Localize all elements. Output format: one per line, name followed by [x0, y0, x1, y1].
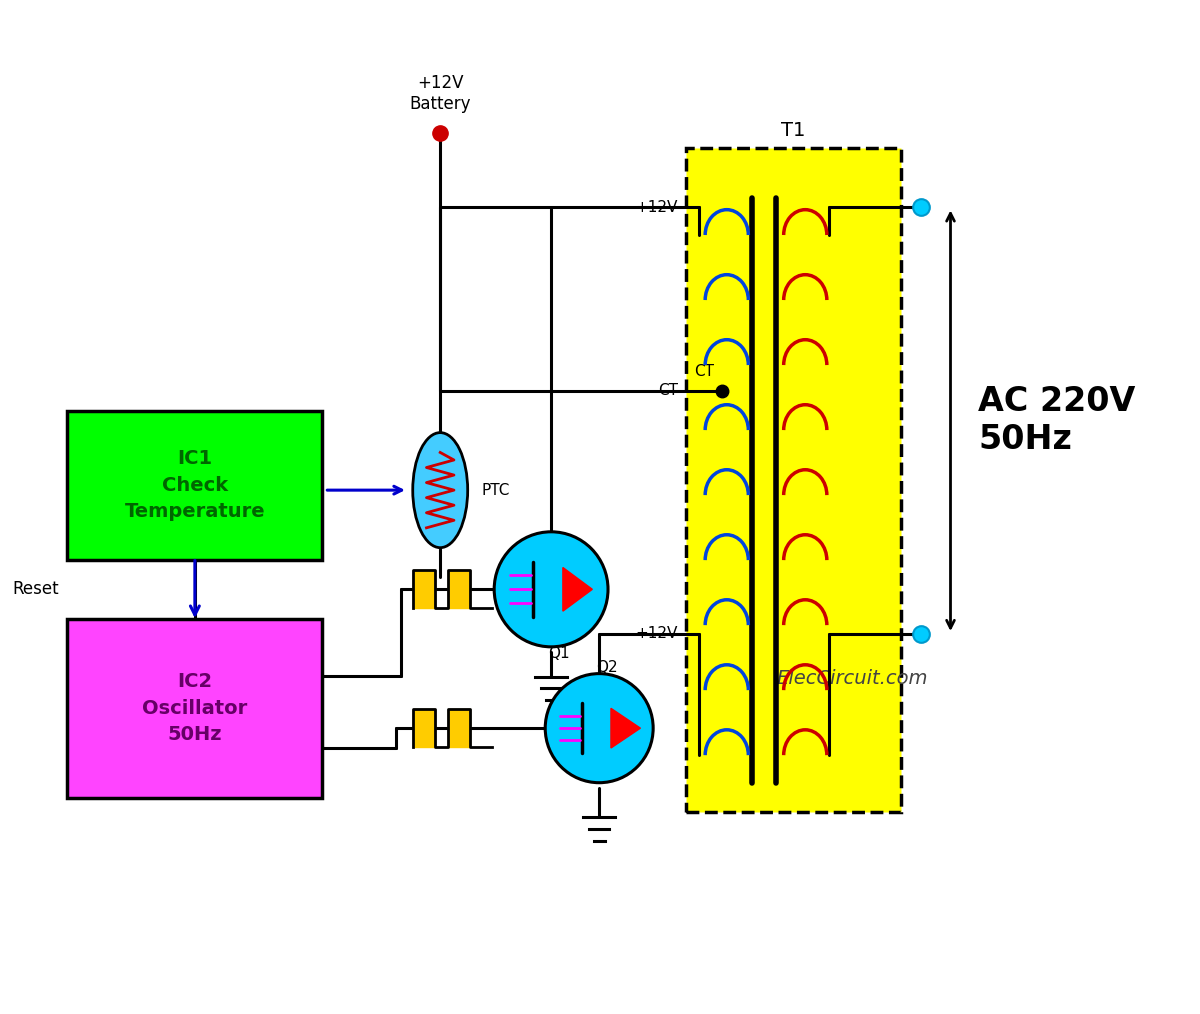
Text: AC 220V
50Hz: AC 220V 50Hz [978, 385, 1135, 456]
Text: IC1
Check
Temperature: IC1 Check Temperature [125, 449, 265, 521]
Polygon shape [611, 709, 641, 748]
Text: Reset: Reset [13, 580, 60, 598]
Text: +12V: +12V [635, 627, 678, 642]
Polygon shape [563, 568, 593, 611]
Text: ElecCircuit.com: ElecCircuit.com [776, 669, 928, 689]
Text: PTC: PTC [481, 483, 510, 498]
Text: CT: CT [694, 364, 714, 378]
Bar [685, 148, 901, 812]
Bar [67, 411, 323, 560]
Text: T1: T1 [781, 121, 805, 140]
Bar [67, 620, 323, 798]
Text: +12V
Battery: +12V Battery [409, 74, 470, 114]
Text: IC2
Oscillator
50Hz: IC2 Oscillator 50Hz [143, 672, 247, 744]
Circle shape [545, 673, 653, 783]
Ellipse shape [413, 433, 468, 548]
Circle shape [494, 531, 608, 647]
Text: CT: CT [658, 383, 678, 399]
Text: +12V: +12V [635, 200, 678, 215]
Text: Q2: Q2 [596, 660, 618, 674]
Text: Q1: Q1 [548, 646, 570, 661]
